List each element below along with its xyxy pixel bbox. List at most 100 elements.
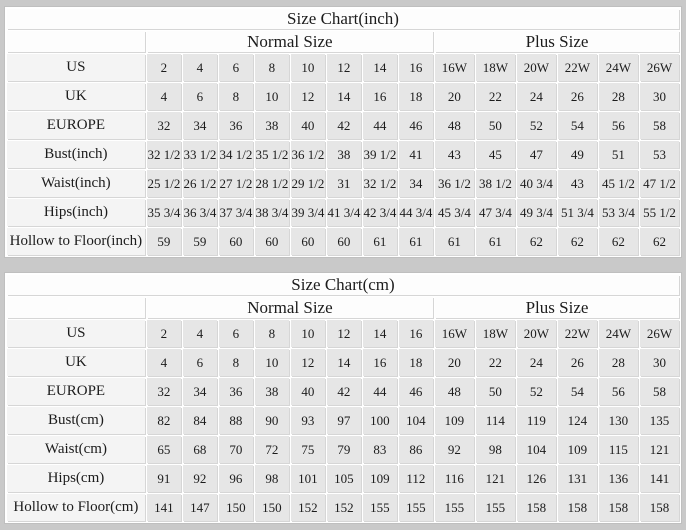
size-cell: 60 xyxy=(254,228,289,255)
size-cell: 20 xyxy=(434,349,474,376)
size-cell: 62 xyxy=(516,228,556,255)
row-label: Hollow to Floor(inch) xyxy=(6,228,145,255)
size-cell: 26 1/2 xyxy=(182,170,217,197)
size-row: Bust(cm) 82 84 88 90 93 97 100 104 109 114 119 124 13… xyxy=(6,407,680,434)
size-cell: 42 3/4 xyxy=(362,199,397,226)
size-cell: 30 xyxy=(639,349,680,376)
size-cell: 12 xyxy=(326,320,361,347)
size-cell: 16 xyxy=(398,320,433,347)
size-cell: 26W xyxy=(639,320,680,347)
size-cell: 38 xyxy=(254,378,289,405)
size-row: EUROPE 32 34 36 38 40 42 44 46 48 50 52 54 56 58 xyxy=(6,378,680,405)
size-cell: 28 xyxy=(598,349,638,376)
size-cell: 58 xyxy=(639,112,680,139)
size-cell: 65 xyxy=(146,436,181,463)
size-cell: 10 xyxy=(254,83,289,110)
row-label: Hips(inch) xyxy=(6,199,145,226)
size-cell: 59 xyxy=(182,228,217,255)
corner-cell xyxy=(6,31,145,52)
size-cell: 28 1/2 xyxy=(254,170,289,197)
size-cell: 92 xyxy=(434,436,474,463)
size-cell: 158 xyxy=(639,494,680,521)
size-cell: 155 xyxy=(362,494,397,521)
size-cell: 50 xyxy=(475,378,515,405)
size-cell: 72 xyxy=(254,436,289,463)
size-cell: 51 3/4 xyxy=(557,199,597,226)
size-cell: 32 1/2 xyxy=(362,170,397,197)
size-cell: 53 xyxy=(639,141,680,168)
size-cell: 12 xyxy=(290,83,325,110)
size-cell: 40 xyxy=(290,378,325,405)
size-cell: 47 xyxy=(516,141,556,168)
normal-size-header: Normal Size xyxy=(146,31,433,52)
size-cell: 92 xyxy=(182,465,217,492)
size-cell: 42 xyxy=(326,378,361,405)
column-group-row: Normal Size Plus Size xyxy=(6,31,680,52)
size-cell: 42 xyxy=(326,112,361,139)
size-cell: 14 xyxy=(326,83,361,110)
table-title-row: Size Chart(cm) xyxy=(6,275,680,295)
size-cell: 86 xyxy=(398,436,433,463)
size-row: Hollow to Floor(inch) 59 59 60 60 60 60 61 61 61 6… xyxy=(6,228,680,255)
size-cell: 38 xyxy=(326,141,361,168)
size-cell: 101 xyxy=(290,465,325,492)
size-cell: 93 xyxy=(290,407,325,434)
size-cell: 124 xyxy=(557,407,597,434)
size-cell: 105 xyxy=(326,465,361,492)
size-cell: 56 xyxy=(598,378,638,405)
size-cell: 61 xyxy=(362,228,397,255)
size-cell: 10 xyxy=(290,54,325,81)
size-row: Bust(inch) 32 1/2 33 1/2 34 1/2 35 1/2 36 1/2… xyxy=(6,141,680,168)
size-cell: 147 xyxy=(182,494,217,521)
row-label: Bust(cm) xyxy=(6,407,145,434)
size-cell: 35 1/2 xyxy=(254,141,289,168)
size-cell: 41 xyxy=(398,141,433,168)
size-cell: 10 xyxy=(254,349,289,376)
size-cell: 43 xyxy=(557,170,597,197)
size-cell: 22W xyxy=(557,320,597,347)
size-cell: 36 1/2 xyxy=(434,170,474,197)
size-cell: 54 xyxy=(557,378,597,405)
size-cell: 34 1/2 xyxy=(218,141,253,168)
size-cell: 62 xyxy=(557,228,597,255)
size-cell: 14 xyxy=(362,54,397,81)
size-cell: 82 xyxy=(146,407,181,434)
size-cell: 56 xyxy=(598,112,638,139)
size-cell: 155 xyxy=(434,494,474,521)
size-cell: 50 xyxy=(475,112,515,139)
size-cell: 121 xyxy=(475,465,515,492)
size-cell: 32 xyxy=(146,112,181,139)
size-cell: 10 xyxy=(290,320,325,347)
size-cell: 100 xyxy=(362,407,397,434)
size-cell: 121 xyxy=(639,436,680,463)
size-cell: 150 xyxy=(254,494,289,521)
size-cell: 28 xyxy=(598,83,638,110)
size-cell: 24W xyxy=(598,320,638,347)
size-cell: 61 xyxy=(434,228,474,255)
size-cell: 70 xyxy=(218,436,253,463)
size-row: UK 4 6 8 10 12 14 16 18 20 22 24 26 28 30 xyxy=(6,349,680,376)
size-cell: 48 xyxy=(434,112,474,139)
size-cell: 104 xyxy=(516,436,556,463)
size-cell: 4 xyxy=(146,349,181,376)
size-cell: 45 3/4 xyxy=(434,199,474,226)
size-cell: 51 xyxy=(598,141,638,168)
size-cell: 47 3/4 xyxy=(475,199,515,226)
row-label: EUROPE xyxy=(6,378,145,405)
size-cell: 136 xyxy=(598,465,638,492)
size-row: Hips(inch) 35 3/4 36 3/4 37 3/4 38 3/4 39 3/4… xyxy=(6,199,680,226)
size-cell: 58 xyxy=(639,378,680,405)
size-cell: 39 3/4 xyxy=(290,199,325,226)
size-cell: 40 3/4 xyxy=(516,170,556,197)
row-label: Waist(cm) xyxy=(6,436,145,463)
size-cell: 141 xyxy=(146,494,181,521)
size-cell: 22 xyxy=(475,83,515,110)
size-cell: 109 xyxy=(557,436,597,463)
size-cell: 155 xyxy=(475,494,515,521)
size-cell: 119 xyxy=(516,407,556,434)
size-cell: 90 xyxy=(254,407,289,434)
size-cell: 49 xyxy=(557,141,597,168)
size-cell: 60 xyxy=(218,228,253,255)
size-cell: 32 1/2 xyxy=(146,141,181,168)
